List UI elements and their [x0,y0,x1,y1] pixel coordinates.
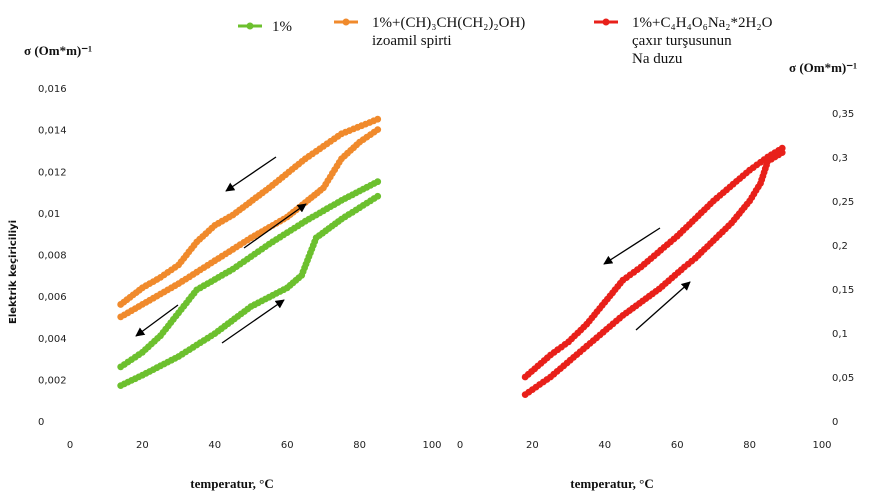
y-tick-label: 0,016 [38,84,67,95]
data-point [117,301,125,308]
x-tick-label: 100 [812,440,831,451]
series-line-heating [524,151,783,396]
x-tick-label: 100 [422,440,441,451]
x-tick-label: 0 [67,440,73,451]
y-tick-label: 0,008 [38,251,67,262]
legend-swatch-marker [602,18,610,26]
y-tick-label: 0,15 [832,285,854,296]
y-tick-label: 0,3 [832,153,848,164]
x-tick-label: 40 [598,440,611,451]
x-tick-label: 80 [743,440,756,451]
y-axis-title: Elektrik keçiriciliyi [8,220,19,324]
data-point [374,192,382,200]
y-tick-label: 0,004 [38,334,67,345]
y-tick-label: 0,006 [38,292,67,303]
y-tick-label: 0 [832,417,838,428]
x-axis-title: temperatur, °C [190,476,273,491]
x-tick-label: 0 [457,440,463,451]
legend-swatch-marker [342,18,350,26]
data-point [117,363,125,371]
x-tick-label: 20 [526,440,539,451]
y-tick-label: 0,012 [38,167,67,178]
arrow-heating-upper [243,203,307,249]
x-tick-label: 60 [281,440,294,451]
legend-label: 1% [272,19,292,35]
arrow-cooling-lower [135,304,179,337]
y-unit-label: σ (Om*m)⁻¹ [789,60,857,75]
arrow-heating-lower [221,299,285,344]
legend-label: 1%+C₄H₄O₆Na₂*2H₂O çaxır turşusunun Na duzu [632,15,773,67]
y-unit-label: σ (Om*m)⁻¹ [24,43,92,58]
arrow-cooling-upper [225,156,277,192]
x-tick-label: 60 [671,440,684,451]
y-tick-label: 0,1 [832,329,848,340]
y-tick-label: 0,014 [38,126,67,137]
left-chart-panel: σ (Om*m)⁻¹ Elektrik keçiriciliyi tempera… [8,43,442,491]
x-tick-label: 80 [353,440,366,451]
legend-item-series-1: 1% [238,19,292,35]
legend-label: 1%+(CH)₃CH(CH₂)₂OH) izoamil spirti [372,15,525,49]
legend-item-series-2: 1%+(CH)₃CH(CH₂)₂OH) izoamil spirti [334,15,525,49]
y-tick-label: 0,002 [38,375,67,386]
legend-swatch-marker [246,22,254,30]
arrow-heating [635,281,691,331]
y-tick-label: 0,35 [832,109,854,120]
x-axis-title: temperatur, °C [570,476,653,491]
legend: 1% 1%+(CH)₃CH(CH₂)₂OH) izoamil spirti 1%+… [238,15,773,67]
data-point [521,373,529,381]
y-tick-label: 0 [38,417,44,428]
x-tick-label: 20 [136,440,149,451]
right-chart-panel: σ (Om*m)⁻¹ temperatur, °C 0 20 40 60 80 100 0 0… [457,60,857,491]
x-tick-label: 40 [208,440,221,451]
data-point [374,126,382,134]
arrow-cooling [603,227,661,265]
y-tick-label: 0,01 [38,209,60,220]
y-tick-label: 0,2 [832,241,848,252]
legend-item-series-3: 1%+C₄H₄O₆Na₂*2H₂O çaxır turşusunun Na duzu [594,15,773,67]
y-tick-label: 0,25 [832,197,854,208]
y-tick-label: 0,05 [832,373,854,384]
